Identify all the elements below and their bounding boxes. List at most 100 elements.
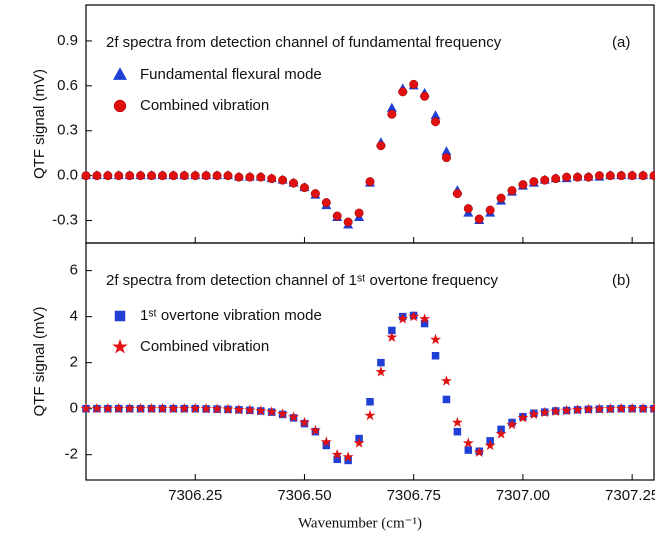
marker: [278, 175, 288, 185]
annotation: 2f spectra from detection channel of fun…: [106, 34, 502, 51]
marker: [452, 189, 462, 199]
plot-frame: [85, 242, 655, 481]
marker: [299, 416, 310, 428]
marker: [616, 171, 626, 181]
marker: [178, 402, 190, 414]
marker: [387, 109, 397, 119]
marker: [124, 402, 136, 414]
marker: [343, 217, 353, 227]
marker: [594, 171, 604, 181]
marker: [333, 455, 341, 464]
marker: [420, 91, 430, 101]
marker: [200, 403, 212, 414]
marker: [474, 214, 484, 224]
marker: [485, 205, 495, 215]
marker: [583, 172, 593, 182]
y-tick-label: 0.3: [57, 122, 78, 139]
marker: [408, 310, 420, 322]
marker: [320, 436, 332, 447]
marker: [277, 408, 289, 419]
marker: [649, 171, 655, 181]
marker: [506, 419, 518, 430]
y-tick-label: -2: [65, 446, 78, 463]
marker: [114, 171, 124, 181]
marker: [289, 178, 299, 188]
y-tick-label: 0.9: [57, 32, 78, 49]
marker: [190, 171, 200, 181]
x-axis-label: Wavenumber (cm⁻¹): [298, 515, 422, 531]
marker: [233, 404, 245, 415]
x-tick-label: 7306.25: [168, 487, 222, 504]
marker: [464, 446, 473, 454]
marker: [495, 428, 507, 439]
marker: [267, 174, 277, 184]
marker: [615, 402, 627, 414]
marker: [441, 153, 451, 163]
marker: [561, 404, 573, 416]
marker: [573, 172, 583, 182]
marker: [377, 358, 385, 367]
marker: [245, 172, 255, 182]
marker: [179, 171, 189, 181]
marker: [528, 408, 540, 420]
marker: [539, 406, 551, 418]
marker: [550, 405, 562, 417]
marker: [125, 171, 135, 181]
marker: [189, 402, 201, 414]
marker: [332, 211, 342, 221]
marker: [451, 416, 463, 428]
y-tick-label: 2: [70, 354, 78, 371]
marker: [167, 402, 179, 414]
legend-marker: [112, 338, 128, 354]
x-tick-label: 7307.25: [605, 487, 655, 504]
marker: [431, 117, 441, 127]
marker: [496, 193, 506, 203]
marker: [255, 405, 267, 416]
marker: [626, 402, 638, 414]
y-axis-label: QTF signal (mV): [31, 69, 48, 179]
marker: [638, 171, 648, 181]
marker: [397, 313, 409, 324]
marker: [604, 403, 616, 414]
marker: [364, 409, 376, 421]
marker: [593, 403, 605, 414]
annotation: 2f spectra from detection channel of 1ˢᵗ…: [106, 272, 498, 289]
marker: [92, 171, 102, 181]
marker: [441, 146, 452, 156]
marker: [147, 171, 157, 181]
marker: [453, 427, 462, 436]
marker: [529, 177, 539, 187]
marker: [386, 331, 398, 342]
marker: [562, 172, 572, 182]
marker: [388, 326, 396, 335]
marker: [409, 79, 419, 89]
x-tick-label: 7306.75: [387, 487, 441, 504]
marker: [518, 180, 528, 190]
marker: [442, 395, 451, 404]
marker: [146, 402, 157, 414]
marker: [234, 172, 244, 182]
y-tick-label: 0.6: [57, 77, 78, 94]
marker: [430, 333, 441, 345]
marker: [507, 186, 517, 196]
legend-label: Combined vibration: [140, 338, 269, 355]
y-tick-label: 0.0: [57, 167, 78, 184]
x-tick-label: 7307.00: [496, 487, 550, 504]
marker: [484, 439, 496, 451]
x-tick-label: 7306.50: [277, 487, 331, 504]
marker: [376, 141, 386, 151]
marker: [420, 319, 429, 328]
marker: [366, 398, 374, 406]
marker: [135, 402, 147, 414]
marker: [540, 175, 550, 185]
marker: [288, 411, 299, 422]
marker: [354, 208, 364, 218]
marker: [81, 171, 91, 181]
marker: [136, 171, 146, 181]
marker: [157, 171, 167, 181]
marker: [212, 171, 222, 181]
legend-marker: [114, 310, 126, 322]
marker: [583, 403, 594, 414]
marker: [342, 451, 354, 462]
